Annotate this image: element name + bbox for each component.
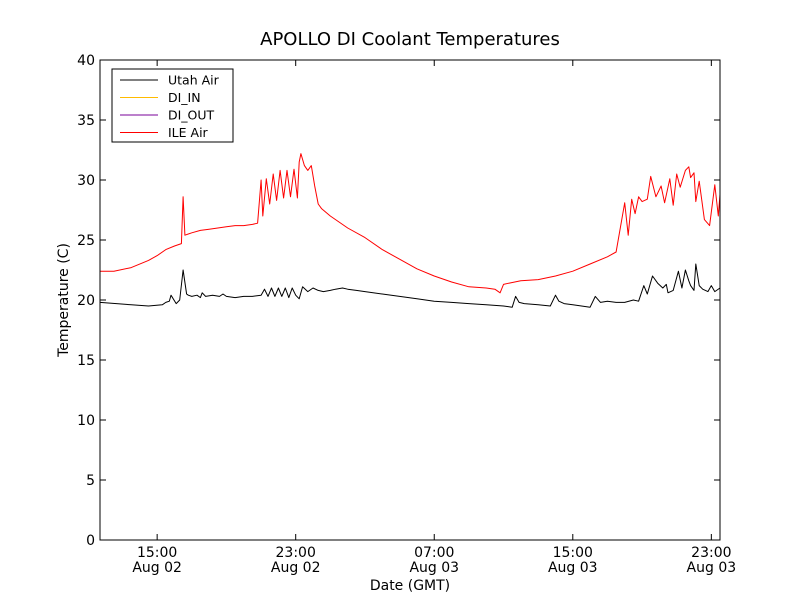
y-tick-label: 30: [77, 173, 95, 189]
legend: Utah Air DI_IN DI_OUT ILE Air: [111, 68, 234, 143]
plot-frame: [99, 59, 721, 541]
x-tick-label-time: 07:00: [414, 545, 454, 561]
y-tick-label: 25: [77, 233, 95, 249]
series-line-ile-air: [100, 153, 721, 294]
y-tick-label: 5: [86, 473, 95, 489]
series-line-utah-air: [99, 263, 721, 308]
legend-label-utah-air: Utah Air: [168, 73, 220, 88]
x-tick-label-time: 23:00: [691, 545, 731, 561]
x-tick-label-time: 23:00: [276, 545, 316, 561]
x-tick-label-date: Aug 02: [271, 560, 321, 576]
legend-label-ile-air: ILE Air: [168, 125, 209, 140]
y-tick-labels: 0 5 10 15 20 25 30 35 40: [77, 53, 95, 549]
y-tick-label: 0: [86, 533, 95, 549]
x-tick-label-time: 15:00: [137, 545, 177, 561]
y-tick-label: 15: [77, 353, 95, 369]
chart-title: APOLLO DI Coolant Temperatures: [260, 29, 560, 50]
x-tick-label-date: Aug 03: [548, 560, 598, 576]
series-layer: [99, 153, 721, 308]
legend-label-di-in: DI_IN: [168, 90, 201, 105]
x-tick-label-time: 15:00: [553, 545, 593, 561]
x-tick-label-date: Aug 03: [409, 560, 459, 576]
y-tick-label: 40: [77, 53, 95, 69]
x-axis-label: Date (GMT): [370, 578, 450, 594]
y-tick-label: 10: [77, 413, 95, 429]
legend-label-di-out: DI_OUT: [168, 108, 215, 123]
y-tick-label: 35: [77, 113, 95, 129]
y-axis-label: Temperature (C): [56, 243, 72, 358]
y-tick-label: 20: [77, 293, 95, 309]
x-tick-label-date: Aug 02: [132, 560, 182, 576]
legend-box: [111, 68, 234, 143]
x-tick-label-date: Aug 03: [687, 560, 737, 576]
